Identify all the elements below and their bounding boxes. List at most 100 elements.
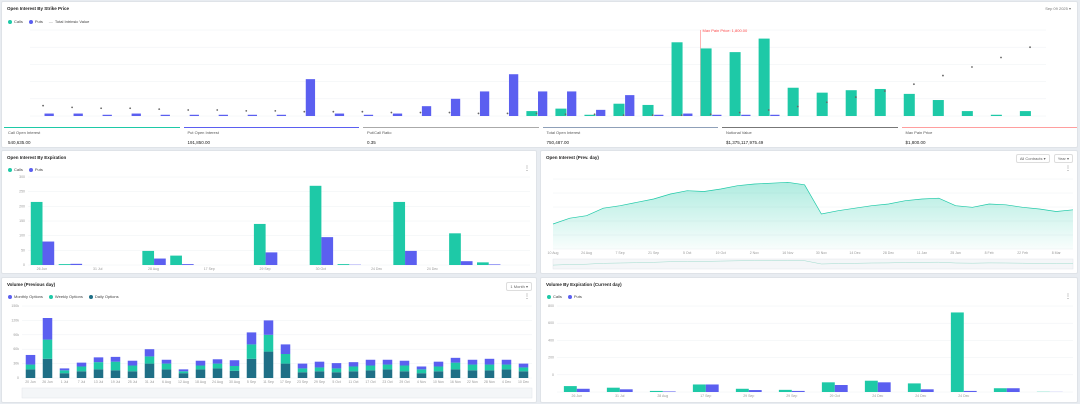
volume-expiration-chart: 26 Jun 31 Jul 28 Aug 17 Sep 29 Sep 29 Sep 29 O…	[548, 304, 1073, 398]
bar-monthly-options	[161, 359, 172, 364]
bar-calls	[700, 48, 712, 116]
legend-item-monthly[interactable]: Monthly Options	[8, 294, 43, 299]
x-tick-label: 25 Jul	[128, 380, 138, 384]
x-tick-label: 18 Aug	[195, 380, 206, 384]
bar-daily-options	[229, 370, 240, 378]
bar-puts	[1006, 388, 1020, 392]
more-options-icon[interactable]: ⋮	[1065, 166, 1071, 172]
bar-calls	[874, 88, 886, 116]
x-tick-label: 26 Jun	[572, 394, 583, 398]
period-select[interactable]: Year ▾	[1053, 154, 1073, 163]
bar-weekly-options	[76, 366, 87, 372]
x-tick-label: 24 Dec	[915, 394, 926, 398]
x-tick-label: 30 Nov	[816, 251, 827, 255]
legend-item-puts[interactable]: Puts	[28, 19, 43, 24]
bar-calls	[990, 114, 1002, 116]
bar-puts	[741, 114, 751, 116]
bar-weekly-options	[416, 369, 427, 374]
bar-daily-options	[501, 369, 512, 378]
y-tick-label: 50	[21, 248, 25, 252]
chart-legend: Calls Puts — Total Intrinsic Value	[8, 19, 89, 24]
bar-monthly-options	[42, 318, 53, 340]
bar-puts	[619, 389, 633, 392]
legend-item-daily[interactable]: Daily Options	[88, 294, 119, 299]
bar-puts	[276, 114, 287, 116]
bar-monthly-options	[263, 320, 274, 335]
bar-weekly-options	[127, 365, 138, 372]
legend-item-calls[interactable]: Calls	[547, 294, 562, 299]
x-tick-label: 11 Jan	[917, 251, 927, 255]
legend-item-puts[interactable]: Puts	[28, 167, 43, 172]
bar-daily-options	[467, 370, 478, 378]
bar-daily-options	[297, 372, 308, 378]
bar-monthly-options	[382, 359, 393, 365]
x-tick-label: 31 Jul	[145, 380, 155, 384]
legend-item-weekly[interactable]: Weekly Options	[48, 294, 83, 299]
contracts-select[interactable]: All Contracts ▾	[1015, 154, 1050, 163]
area-fill	[553, 182, 1073, 249]
intrinsic-point	[622, 114, 625, 117]
panel-title: Open Interest (Prev. day)	[546, 155, 599, 160]
area-line	[552, 181, 1074, 225]
bar-weekly-options	[331, 368, 342, 373]
bar-puts	[683, 113, 693, 116]
bar-weekly-options	[93, 362, 104, 370]
bar-puts	[131, 113, 141, 116]
bar-daily-options	[144, 363, 155, 378]
bar-daily-options	[399, 371, 410, 378]
legend-item-intrinsic[interactable]: — Total Intrinsic Value	[48, 19, 90, 24]
intrinsic-point	[303, 110, 306, 113]
bar-daily-options	[365, 370, 376, 378]
stats-row: Call Open Interest 540,635.00 Put Open In…	[2, 127, 1077, 147]
bar-calls	[993, 388, 1007, 392]
date-selector[interactable]: Sep 09 2025 ▾	[1045, 6, 1071, 11]
bar-puts	[596, 109, 606, 116]
bar-puts	[392, 113, 403, 116]
bar-puts	[654, 114, 664, 116]
bar-weekly-options	[161, 363, 172, 370]
bar-puts	[877, 382, 891, 392]
bar-daily-options	[433, 371, 444, 378]
bar-weekly-options	[42, 339, 53, 359]
more-options-icon[interactable]: ⋮	[1065, 294, 1071, 300]
x-tick-label: 24 Aug	[212, 380, 223, 384]
oi-strike-chart	[30, 29, 1046, 117]
intrinsic-point	[361, 110, 364, 113]
bar-calls	[337, 264, 350, 265]
intrinsic-point	[767, 109, 770, 111]
bar-daily-options	[416, 373, 427, 378]
x-tick-label: 29 Sep	[786, 394, 797, 398]
x-tick-label: 25 Jan	[950, 251, 961, 255]
bar-monthly-options	[93, 357, 104, 363]
bar-calls	[477, 262, 489, 265]
bar-puts	[363, 114, 374, 116]
legend-item-calls[interactable]: Calls	[8, 19, 23, 24]
bar-daily-options	[314, 371, 325, 378]
more-options-icon[interactable]: ⋮	[524, 166, 530, 172]
bar-calls	[170, 255, 182, 265]
x-tick-label: 23 Sep	[297, 380, 308, 384]
x-tick-label: 16 Nov	[450, 380, 461, 384]
bar-monthly-options	[365, 359, 376, 366]
legend-item-puts[interactable]: Puts	[567, 294, 582, 299]
bar-monthly-options	[416, 366, 427, 370]
legend-item-calls[interactable]: Calls	[8, 167, 23, 172]
bar-weekly-options	[144, 356, 155, 364]
intrinsic-point	[158, 108, 161, 111]
more-options-icon[interactable]: ⋮	[524, 294, 530, 300]
bar-puts	[160, 114, 170, 116]
intrinsic-point	[448, 111, 451, 114]
bar-weekly-options	[518, 367, 529, 372]
bar-calls	[729, 52, 741, 116]
range-select[interactable]: 1 Month ▾	[503, 282, 532, 291]
bar-weekly-options	[450, 362, 461, 370]
panel-title: Volume By Expiration (Current day)	[546, 282, 622, 287]
y-tick-label: 90k	[13, 333, 19, 337]
bar-monthly-options	[195, 360, 206, 366]
bar-calls	[649, 390, 663, 392]
intrinsic-point	[913, 83, 915, 86]
bar-puts	[791, 390, 805, 392]
bar-daily-options	[484, 370, 495, 378]
x-tick-label: 23 Oct	[382, 380, 392, 384]
x-tick-label: 4 Nov	[417, 380, 426, 384]
